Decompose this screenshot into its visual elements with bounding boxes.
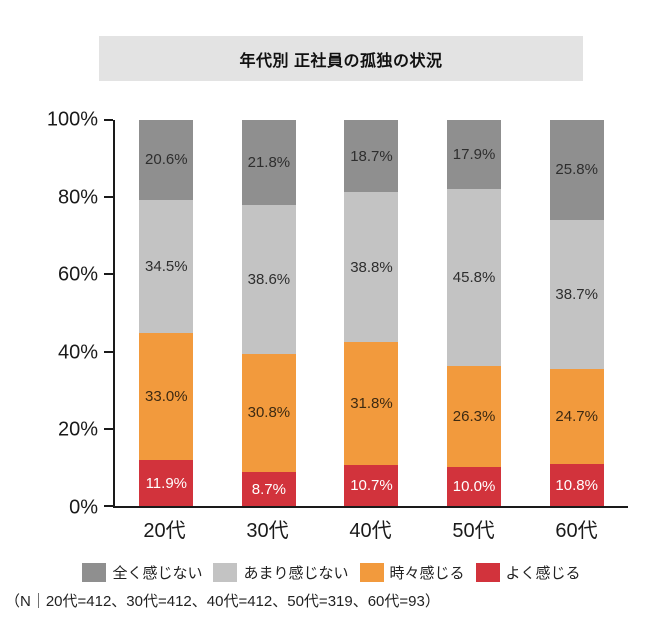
segment-value-label: 25.8% <box>555 161 598 179</box>
segment-value-label: 21.8% <box>247 153 291 171</box>
bar-segment: 26.3% <box>447 365 502 468</box>
legend-swatch-icon <box>359 562 384 582</box>
bar-segment: 34.5% <box>139 199 194 333</box>
segment-value-label: 18.7% <box>350 147 393 165</box>
bar-segment: 24.7% <box>549 368 604 465</box>
segment-value-label: 34.5% <box>145 257 188 275</box>
y-axis-tick <box>104 350 113 353</box>
segment-value-label: 31.8% <box>350 394 393 412</box>
segment-value-label: 17.9% <box>452 146 496 164</box>
sample-size-note: （N｜20代=412、30代=412、40代=412、50代=319、60代=9… <box>5 593 440 610</box>
segment-value-label: 8.7% <box>251 480 286 498</box>
segment-value-label: 10.8% <box>555 476 598 494</box>
y-axis-tick <box>104 196 113 199</box>
segment-value-label: 38.8% <box>350 258 393 276</box>
bar-segment: 33.0% <box>139 332 194 461</box>
segment-value-label: 10.7% <box>350 476 393 494</box>
y-tick-label: 100% <box>46 108 98 131</box>
segment-value-label: 24.7% <box>555 408 598 426</box>
y-tick-label: 20% <box>57 418 98 441</box>
x-axis-label: 60代 <box>555 520 598 542</box>
segment-value-label: 45.8% <box>452 269 496 286</box>
x-axis-label: 40代 <box>349 520 392 542</box>
legend-label: 時々感じる <box>389 564 465 582</box>
bar-segment: 45.8% <box>447 189 502 366</box>
segment-value-label: 20.6% <box>145 151 188 169</box>
bar-30代: 21.8% 38.6% 30.8% 8.7% <box>241 120 296 506</box>
bar-20代: 20.6% 34.5% 33.0% 11.9% <box>139 120 194 506</box>
y-axis-tick <box>104 505 113 507</box>
y-tick-label: 80% <box>57 186 98 209</box>
legend-label: よく感じる <box>505 564 581 582</box>
bar-segment: 38.8% <box>344 192 399 342</box>
legend-item: 全く感じない <box>82 562 202 583</box>
legend-swatch-icon <box>475 562 500 582</box>
bar-segment: 10.8% <box>549 464 604 506</box>
legend-swatch-icon <box>213 562 238 582</box>
y-axis: 100% 80% 60% 40% 20% 0% <box>0 109 98 519</box>
legend-label: 全く感じない <box>112 564 203 582</box>
bar-50代: 17.9% 45.8% 26.3% 10.0% <box>447 120 502 506</box>
y-tick-label: 40% <box>57 341 98 364</box>
legend: 全く感じない あまり感じない 時々感じる よく感じる <box>0 559 663 585</box>
y-axis-tick <box>104 119 113 121</box>
bar-segment: 10.7% <box>344 464 399 506</box>
segment-value-label: 38.6% <box>247 270 291 288</box>
segment-value-label: 38.7% <box>555 285 598 303</box>
plot-area: 20.6% 34.5% 33.0% 11.9% 21.8% 38.6% 30.8% 8.7% 1… <box>104 119 628 508</box>
chart-title: 年代別 正社員の孤独の状況 <box>239 52 443 70</box>
y-tick-label: 60% <box>57 263 98 286</box>
bar-segment: 10.0% <box>447 467 502 506</box>
legend-item: よく感じる <box>475 562 581 583</box>
segment-value-label: 10.0% <box>452 478 496 496</box>
x-axis-labels: 20代 30代 40代 50代 60代 <box>113 514 628 544</box>
segment-value-label: 26.3% <box>452 408 496 426</box>
segment-value-label: 11.9% <box>145 474 187 492</box>
bar-segment: 38.7% <box>549 219 604 369</box>
bar-segment: 11.9% <box>139 460 194 506</box>
legend-item: あまり感じない <box>213 562 349 583</box>
bar-segment: 38.6% <box>241 204 296 354</box>
y-axis-tick <box>104 427 113 430</box>
x-axis-label: 30代 <box>246 520 289 542</box>
bar-segment: 18.7% <box>344 120 399 193</box>
bar-segment: 30.8% <box>241 353 296 473</box>
legend-swatch-icon <box>82 562 107 582</box>
bar-segment: 8.7% <box>241 472 296 506</box>
legend-label: あまり感じない <box>243 564 349 582</box>
x-axis-label: 20代 <box>143 520 186 542</box>
bar-40代: 18.7% 38.8% 31.8% 10.7% <box>344 120 399 506</box>
x-axis-label: 50代 <box>452 520 495 542</box>
segment-value-label: 33.0% <box>145 387 188 405</box>
bar-segment: 21.8% <box>241 120 296 205</box>
legend-item: 時々感じる <box>359 562 465 583</box>
y-tick-label: 0% <box>69 496 98 519</box>
segment-value-label: 30.8% <box>247 404 291 422</box>
bar-segment: 20.6% <box>139 120 194 200</box>
bar-segment: 25.8% <box>549 120 604 220</box>
y-axis-tick <box>104 273 113 276</box>
bar-60代: 25.8% 38.7% 24.7% 10.8% <box>549 120 604 506</box>
bar-segment: 31.8% <box>344 341 399 465</box>
bar-segment: 17.9% <box>447 120 502 190</box>
chart-title-box: 年代別 正社員の孤独の状況 <box>99 36 583 81</box>
